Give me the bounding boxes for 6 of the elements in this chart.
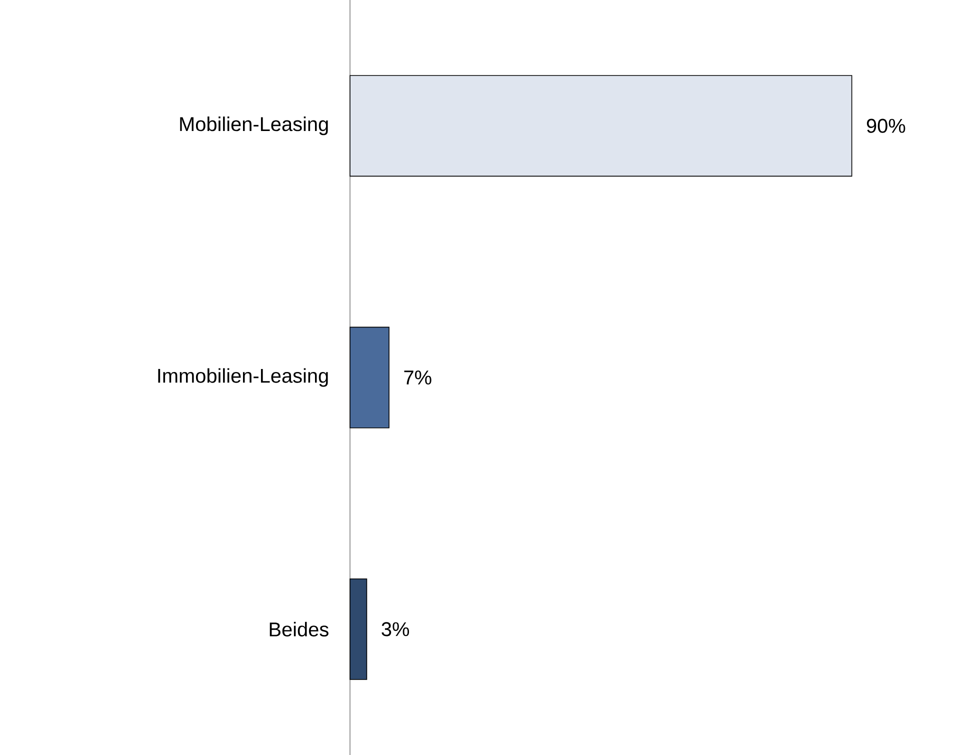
data-label: 7% xyxy=(404,370,432,384)
y-tick-label: Mobilien-Leasing xyxy=(180,116,328,136)
y-tick-label: Beides xyxy=(270,622,328,636)
data-label: 3% xyxy=(382,622,410,636)
y-tick-label: Immobilien-Leasing xyxy=(158,368,328,387)
data-label: 90% xyxy=(866,118,906,133)
